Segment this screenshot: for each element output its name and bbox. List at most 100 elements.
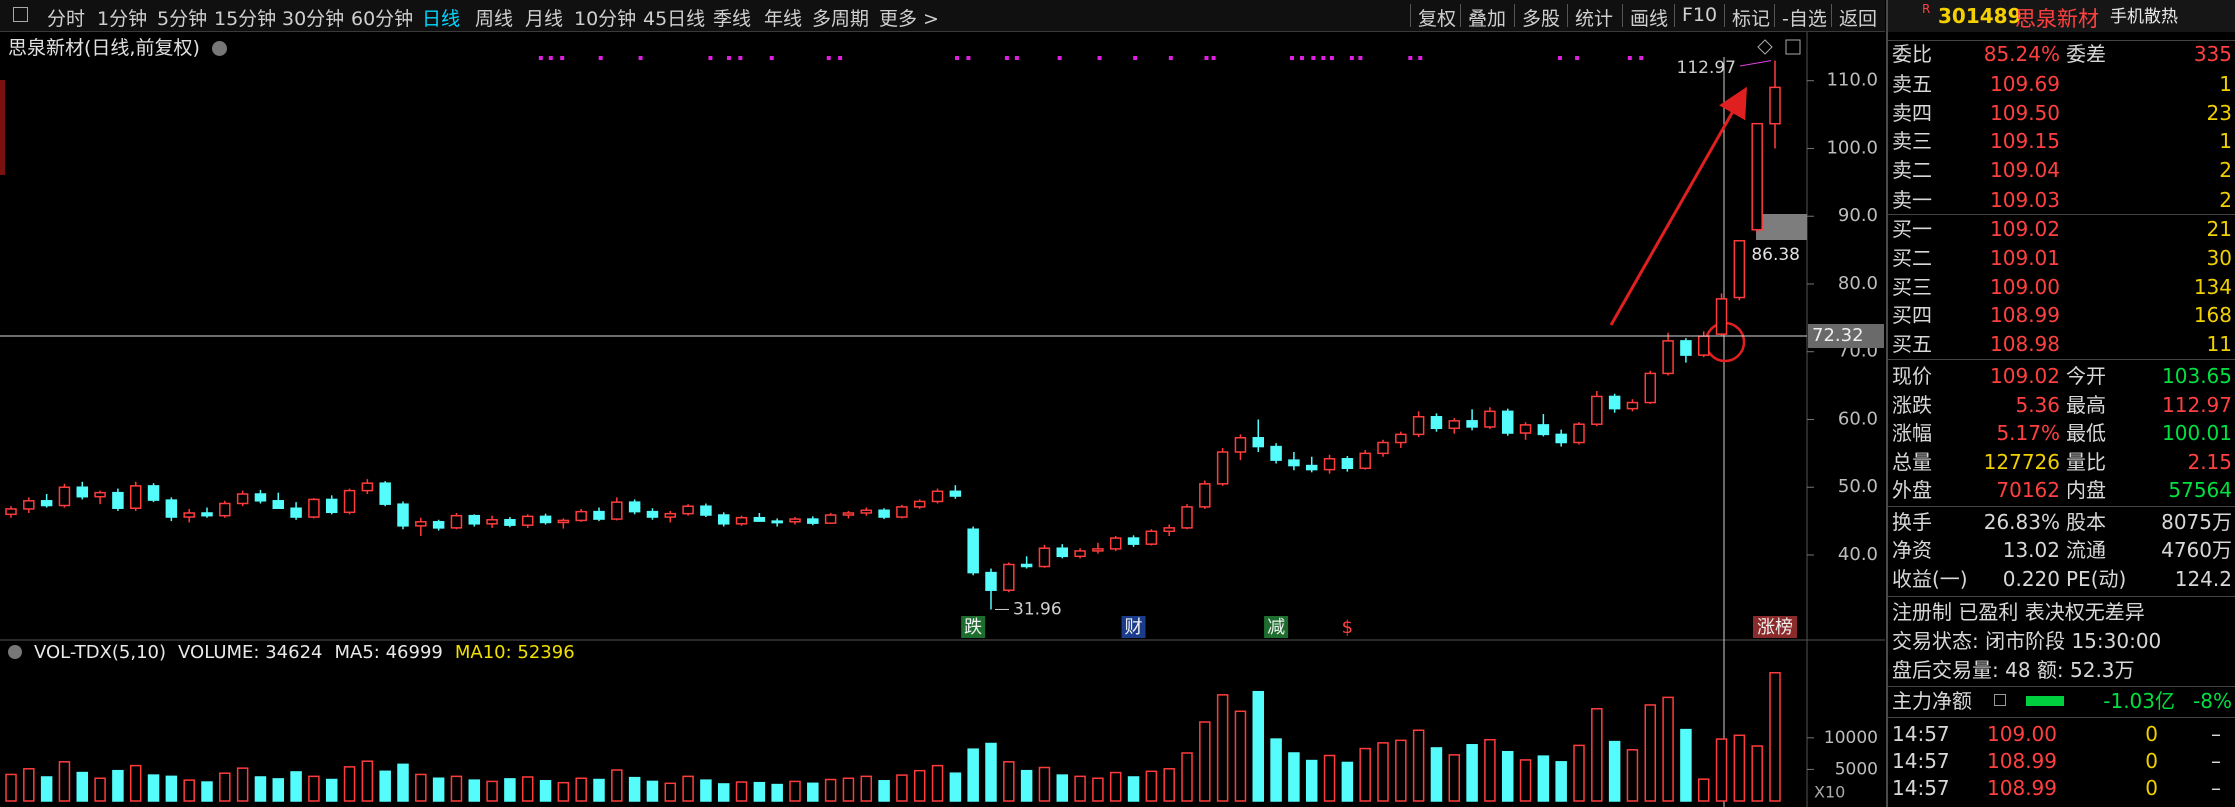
trade-time: 14:57 — [1892, 749, 1950, 773]
candle-body — [1555, 433, 1567, 444]
period-tab[interactable]: 1分钟 — [97, 8, 148, 30]
volume-bar — [1608, 740, 1621, 802]
volume-dropdown[interactable] — [8, 645, 22, 659]
volume-bar — [1733, 734, 1746, 802]
candle-body — [557, 519, 570, 524]
tool-button[interactable]: -自选 — [1782, 8, 1827, 30]
signal-dot — [1097, 56, 1102, 60]
trade-time: 14:57 — [1892, 776, 1950, 800]
icon-window[interactable] — [1785, 39, 1801, 55]
candle-body — [343, 489, 356, 514]
candle-body — [611, 501, 623, 520]
tool-button[interactable]: 画线 — [1630, 8, 1669, 30]
period-tab[interactable]: 更多 > — [879, 8, 939, 30]
period-tab[interactable]: 分时 — [47, 8, 86, 30]
period-tab[interactable]: 15分钟 — [214, 8, 277, 30]
volume-bar — [1234, 710, 1247, 802]
candle-body — [1430, 416, 1443, 430]
signal-dot — [1211, 56, 1216, 60]
panel-separator — [1888, 214, 2235, 215]
volume-bar — [147, 774, 160, 802]
volume-bar — [1127, 776, 1140, 802]
candle-body — [896, 506, 908, 518]
trade-flag: – — [2211, 749, 2221, 773]
book-label: 卖五 — [1892, 72, 1932, 96]
flow-label: 主力净额 — [1892, 689, 1972, 713]
toolbar-separator — [1831, 4, 1832, 27]
y-tick-label: 100.0 — [1826, 137, 1878, 158]
volume-bar — [254, 776, 267, 802]
icon-diamond — [1757, 39, 1773, 55]
volume-bar — [343, 766, 356, 802]
tool-button[interactable]: 多股 — [1522, 8, 1561, 30]
volume-bar — [325, 778, 338, 802]
period-tab[interactable]: 10分钟 — [574, 8, 637, 30]
candle-body — [682, 505, 694, 515]
tool-button[interactable]: 统计 — [1575, 8, 1614, 30]
signal-dot — [708, 56, 713, 60]
signal-dot — [769, 56, 774, 60]
stat-value: 124.2 — [2174, 567, 2232, 591]
ma10-value: 52396 — [517, 641, 575, 663]
volume-bar — [1769, 671, 1781, 802]
title-dropdown[interactable] — [211, 41, 227, 56]
volume-bar — [236, 767, 249, 802]
candle-body — [290, 507, 302, 518]
candle-body — [1323, 458, 1336, 471]
candle-body — [183, 512, 195, 518]
book-price: 109.01 — [1990, 246, 2060, 270]
period-tab[interactable]: 日线 — [422, 8, 461, 30]
cursor-label: 72.32 — [1812, 325, 1864, 346]
status-note: 盘后交易量: 48 额: 52.3万 — [1892, 658, 2135, 682]
volume-bar — [807, 782, 819, 802]
trade-volume: 0 — [2145, 749, 2158, 773]
signal-dot — [1204, 56, 1209, 60]
period-tab[interactable]: 多周期 — [812, 8, 870, 30]
status-note: 注册制 已盈利 表决权无差异 — [1892, 600, 2145, 624]
period-tab[interactable]: 季线 — [713, 8, 752, 30]
tool-button[interactable]: F10 — [1682, 4, 1718, 26]
period-tab[interactable]: 45日线 — [643, 8, 706, 30]
period-tab[interactable]: 月线 — [525, 8, 564, 30]
candle-body — [717, 514, 730, 525]
period-tab[interactable]: 30分钟 — [282, 8, 345, 30]
ma5-label: MA5: 46999 — [334, 642, 442, 663]
tool-button[interactable]: 标记 — [1732, 8, 1771, 30]
candle-body — [521, 515, 534, 526]
signal-dot — [966, 56, 971, 60]
toolbar-separator — [1774, 4, 1775, 27]
event-label: 跌 — [964, 617, 982, 638]
tool-button[interactable]: 复权 — [1418, 8, 1457, 30]
stat-label: 流通 — [2066, 538, 2106, 562]
toolbar-separator — [1622, 4, 1623, 27]
volume-bar — [1216, 694, 1229, 802]
volume-bar — [735, 781, 748, 802]
candle-body — [147, 485, 160, 501]
tool-button[interactable]: 叠加 — [1468, 8, 1507, 30]
candle-body — [129, 485, 142, 509]
volume-bar — [1341, 761, 1354, 802]
volume-bar — [628, 776, 641, 802]
candle-body — [272, 500, 285, 509]
panel-separator — [1888, 686, 2235, 687]
volume-bar — [1109, 771, 1122, 802]
period-tab[interactable]: 年线 — [764, 8, 803, 30]
volume-bar — [1573, 744, 1585, 802]
candle-body — [824, 514, 837, 524]
volume-bar — [1288, 752, 1300, 802]
candle-body — [1697, 335, 1710, 356]
period-tab[interactable]: 60分钟 — [351, 8, 414, 30]
period-tab[interactable]: 5分钟 — [157, 8, 208, 30]
volume-bar — [664, 782, 677, 802]
stat-value: 57564 — [2168, 478, 2232, 502]
tool-button[interactable]: 返回 — [1839, 8, 1878, 30]
volume-bar — [40, 776, 53, 802]
candle-body — [40, 500, 53, 507]
candle-body — [967, 528, 979, 574]
period-tab[interactable]: 周线 — [475, 8, 514, 30]
menu-icon[interactable] — [13, 7, 28, 22]
candle-body — [628, 501, 641, 513]
volume-bar — [272, 778, 285, 802]
candle-body — [1341, 458, 1354, 470]
